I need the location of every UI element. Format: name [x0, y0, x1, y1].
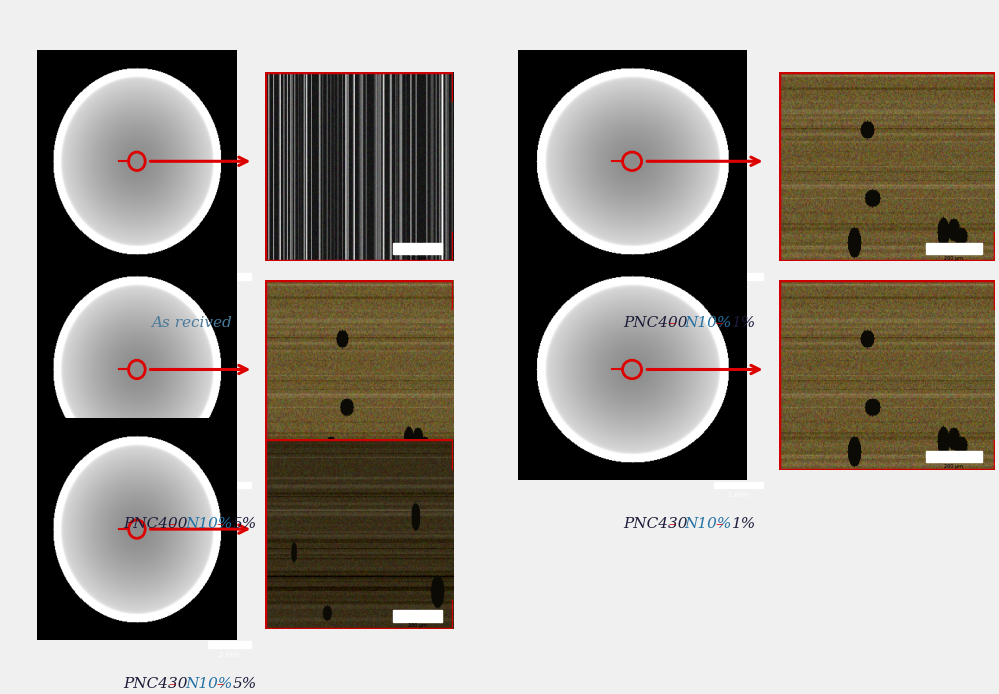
Text: –: –	[711, 517, 729, 531]
Text: 5%: 5%	[233, 517, 257, 531]
Text: 5%: 5%	[233, 677, 257, 691]
Text: 2 mm: 2 mm	[220, 492, 240, 498]
Text: –: –	[664, 316, 681, 330]
Text: 200 μm: 200 μm	[408, 255, 427, 260]
Bar	[713, 273, 763, 280]
Bar	[208, 482, 251, 488]
Bar	[393, 450, 442, 462]
Bar	[208, 273, 251, 280]
Text: 200 μm: 200 μm	[944, 464, 963, 468]
Text: N10%: N10%	[185, 517, 232, 531]
Text: N10%: N10%	[185, 677, 232, 691]
Bar	[713, 482, 763, 488]
Text: –: –	[212, 517, 230, 531]
Bar	[393, 242, 442, 254]
Text: 2 mm: 2 mm	[220, 652, 240, 658]
Bar	[926, 242, 982, 254]
Text: PNC430: PNC430	[124, 677, 188, 691]
Text: 2 mm: 2 mm	[220, 284, 240, 290]
Text: N10%: N10%	[684, 316, 731, 330]
Text: –: –	[212, 677, 230, 691]
Text: 1%: 1%	[732, 517, 756, 531]
Text: –: –	[165, 677, 182, 691]
Bar	[926, 450, 982, 462]
Text: N10%: N10%	[684, 517, 731, 531]
Text: –: –	[165, 517, 182, 531]
Text: PNC400: PNC400	[124, 517, 188, 531]
Text: 200 μm: 200 μm	[408, 623, 427, 628]
Text: 200 μm: 200 μm	[408, 464, 427, 468]
Text: PNC400: PNC400	[623, 316, 687, 330]
Text: 2 mm: 2 mm	[728, 492, 748, 498]
Text: PNC430: PNC430	[623, 517, 687, 531]
Text: As recived: As recived	[151, 316, 232, 330]
Bar	[208, 641, 251, 648]
Text: –: –	[664, 517, 681, 531]
Text: –: –	[711, 316, 729, 330]
Bar	[393, 610, 442, 622]
Text: 1%: 1%	[732, 316, 756, 330]
Text: 200 μm: 200 μm	[944, 255, 963, 260]
Text: 2 mm: 2 mm	[728, 284, 748, 290]
